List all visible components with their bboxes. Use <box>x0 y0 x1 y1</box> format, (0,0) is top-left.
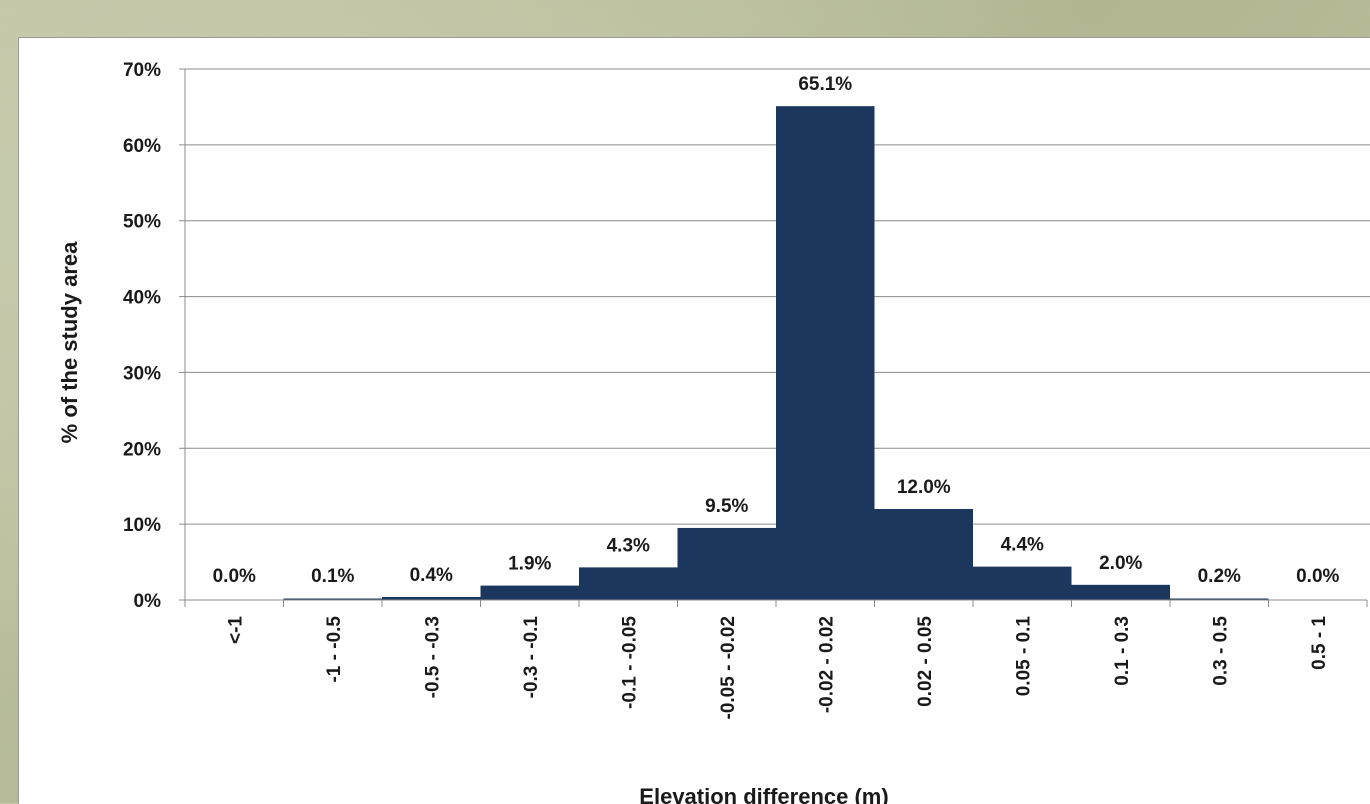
bar <box>973 566 1072 600</box>
data-label: 0.0% <box>213 566 256 587</box>
data-label: 4.4% <box>1001 535 1044 556</box>
x-tick-label: 0.05 - 0.1 <box>1013 616 1034 697</box>
y-tick-label: 30% <box>123 363 161 384</box>
y-tick-label: 0% <box>134 591 162 612</box>
y-tick-label: 40% <box>123 288 161 309</box>
data-label: 0.0% <box>1296 566 1339 587</box>
y-tick-label: 70% <box>123 60 161 81</box>
x-tick-label: -1 - -0.5 <box>324 616 345 683</box>
data-label: 0.2% <box>1198 566 1241 587</box>
data-label: 4.3% <box>607 535 650 556</box>
x-tick-label: 0.5 - 1 <box>1309 616 1330 670</box>
bar <box>677 527 776 600</box>
data-label: 9.5% <box>705 496 748 517</box>
bar <box>1170 598 1269 600</box>
data-labels: 0.0% 0.1% 0.4% 1.9% 4.3% 9.5% 65.1% 12.0% 4.4% 2.… <box>213 74 1340 587</box>
x-tick-label: -0.1 - -0.05 <box>619 616 640 709</box>
data-label: 65.1% <box>798 74 852 95</box>
y-tick-labels: 0% 10% 20% 30% 40% 50% 60% 70% <box>123 60 161 612</box>
chart-panel: 0% 10% 20% 30% 40% 50% 60% 70% <-1 -1 - -0.5 -0.5… <box>18 37 1370 804</box>
bar <box>283 598 382 600</box>
axes <box>184 69 1368 607</box>
data-label: 12.0% <box>897 477 951 498</box>
bars <box>283 106 1269 601</box>
bar <box>874 508 973 600</box>
y-tick-label: 50% <box>123 212 161 233</box>
y-tick-label: 20% <box>123 439 161 460</box>
y-tick-label: 10% <box>123 515 161 536</box>
y-axis-title: % of the study area <box>57 241 82 443</box>
data-label: 2.0% <box>1099 553 1142 574</box>
histogram-chart: 0% 10% 20% 30% 40% 50% 60% 70% <-1 -1 - -0.5 -0.5… <box>57 60 1370 804</box>
data-label: 0.1% <box>311 566 354 587</box>
bar <box>579 567 678 600</box>
x-tick-label: -0.05 - -0.02 <box>718 616 739 720</box>
data-label: 1.9% <box>508 554 551 575</box>
x-tick-labels: <-1 -1 - -0.5 -0.5 - -0.3 -0.3 - -0.1 -0.1 -… <box>225 616 1330 720</box>
bar <box>382 596 481 600</box>
data-label: 0.4% <box>410 565 453 586</box>
x-tick-label: 0.3 - 0.5 <box>1210 616 1231 686</box>
bar <box>480 585 579 600</box>
bar <box>776 106 875 601</box>
x-axis-title: Elevation difference (m) <box>639 784 888 804</box>
x-tick-label: 0.1 - 0.3 <box>1112 616 1133 686</box>
x-tick-label: 0.02 - 0.05 <box>915 616 936 707</box>
x-tick-label: -0.02 - 0.02 <box>816 616 837 713</box>
x-tick-label: -0.3 - -0.1 <box>521 616 542 699</box>
bar <box>1071 584 1170 600</box>
x-tick-label: <-1 <box>225 616 246 644</box>
y-tick-label: 60% <box>123 136 161 157</box>
gridlines <box>179 68 1370 601</box>
x-tick-label: -0.5 - -0.3 <box>422 616 443 698</box>
